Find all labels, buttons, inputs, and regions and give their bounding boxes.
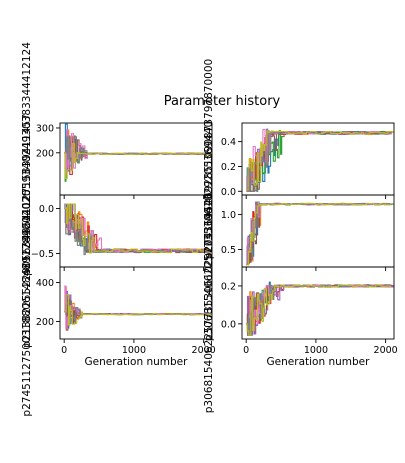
series-line: [64, 145, 209, 182]
y-tick-label: 0.4: [221, 137, 236, 148]
y-tick-label: 200: [36, 317, 54, 328]
x-tick-label: 0: [243, 345, 249, 356]
y-tick-label: 200: [36, 148, 54, 159]
axes-frame: [241, 194, 395, 268]
axes-frame: [59, 266, 213, 340]
y-axis-label: p2138225522905634854112715839411457: [21, 114, 33, 348]
series-line: [246, 202, 391, 266]
figure-title: Parameter history: [164, 94, 281, 109]
series-line: [64, 285, 210, 329]
axes-frame: [241, 266, 395, 340]
series-line: [64, 129, 212, 161]
series-group: [64, 203, 212, 256]
series-line: [64, 301, 212, 321]
x-tick-label: 1000: [122, 345, 146, 356]
y-tick-label: 1.0: [221, 210, 236, 221]
series-group: [64, 123, 212, 182]
series-group: [64, 285, 212, 331]
subplot-top-left: 200 300p212244214025593402493038334441212…: [21, 42, 213, 276]
series-line: [64, 123, 212, 172]
y-tick-label: −0.5: [31, 249, 54, 260]
series-line: [246, 201, 392, 266]
x-tick-label: 2000: [374, 345, 398, 356]
series-line: [64, 142, 212, 180]
y-tick-label: 300: [36, 123, 54, 134]
series-line: [246, 201, 391, 266]
series-line: [64, 294, 212, 326]
series-group: [246, 128, 394, 192]
series-line: [246, 284, 392, 336]
subplot-grid: 200 300p212244214025593402493038334441212…: [21, 42, 398, 417]
x-tick-label: 1000: [304, 345, 328, 356]
subplot-middle-left: −0.5 0.0 p21382255229056348541127158394114…: [21, 114, 213, 348]
y-tick-label: 0.2: [221, 281, 236, 292]
y-tick-label: 0.0: [221, 319, 236, 330]
y-tick-label: 0.0: [221, 187, 236, 198]
series-line: [246, 130, 394, 191]
series-line: [246, 202, 390, 266]
y-axis-label: p30681540622577353061029205369440: [203, 193, 215, 413]
series-line: [64, 290, 211, 326]
x-axis-label: Generation number: [267, 356, 371, 368]
x-axis-label: Generation number: [85, 356, 189, 368]
series-line: [246, 202, 390, 266]
series-line: [246, 202, 391, 266]
x-tick-label: 2000: [192, 345, 216, 356]
series-line: [64, 129, 208, 175]
y-tick-label: 0.2: [221, 162, 236, 173]
y-axis-label: p2122442140255934024930383344412124: [21, 42, 33, 276]
series-line: [64, 300, 212, 324]
series-line: [246, 202, 393, 266]
series-line: [64, 203, 210, 256]
y-tick-label: 0.5: [221, 245, 236, 256]
y-tick-label: 400: [36, 278, 54, 289]
y-tick-label: 0.0: [39, 204, 54, 215]
series-group: [246, 201, 394, 266]
series-line: [246, 202, 394, 266]
y-axis-label: p274511275003188061484891789602020: [21, 189, 33, 416]
series-line: [64, 203, 210, 254]
axes-frame: [59, 122, 213, 196]
series-line: [64, 135, 210, 167]
series-line: [246, 130, 390, 192]
series-line: [64, 292, 209, 323]
x-tick-label: 0: [61, 345, 67, 356]
series-group: [246, 281, 394, 336]
series-line: [246, 202, 393, 266]
